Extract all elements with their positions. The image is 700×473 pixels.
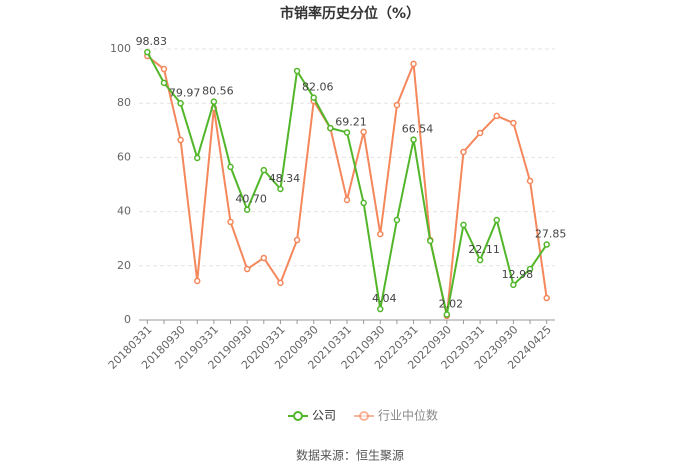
data-point xyxy=(410,60,417,68)
y-tick-label: 40 xyxy=(117,205,131,218)
data-label: 22.11 xyxy=(468,243,500,256)
data-label: 48.34 xyxy=(269,172,301,185)
data-point xyxy=(493,112,501,120)
data-point xyxy=(476,129,484,137)
y-tick-label: 60 xyxy=(117,150,131,163)
legend-label: 行业中位数 xyxy=(378,408,438,423)
data-point xyxy=(543,241,550,248)
data-point xyxy=(443,311,451,318)
data-point xyxy=(277,279,284,287)
data-point xyxy=(460,221,467,229)
data-label: 69.21 xyxy=(335,115,367,128)
data-point xyxy=(243,265,251,273)
data-point xyxy=(210,98,218,105)
y-tick-label: 80 xyxy=(117,96,131,109)
legend-label: 公司 xyxy=(312,409,336,423)
data-point xyxy=(526,177,534,185)
data-label: 4.04 xyxy=(372,292,397,305)
data-point xyxy=(360,128,367,136)
data-point xyxy=(144,48,151,56)
data-point xyxy=(343,129,351,136)
chart-title: 市销率历史分位（%） xyxy=(280,5,420,22)
data-point xyxy=(177,100,184,107)
data-label: 27.85 xyxy=(535,228,567,241)
data-point xyxy=(227,163,234,171)
data-label: 80.56 xyxy=(202,85,234,98)
data-point xyxy=(310,94,317,101)
data-point xyxy=(393,216,401,224)
data-point xyxy=(510,119,517,127)
data-point xyxy=(243,206,251,213)
data-point xyxy=(293,236,301,244)
data-point xyxy=(460,148,467,156)
y-tick-label: 20 xyxy=(117,259,131,272)
data-label: 79.97 xyxy=(169,86,201,99)
data-point xyxy=(476,256,484,264)
data-point xyxy=(227,218,234,226)
data-point xyxy=(526,265,534,273)
data-point xyxy=(510,281,517,289)
data-point xyxy=(343,196,351,204)
data-point xyxy=(377,230,384,238)
legend-marker xyxy=(293,411,303,421)
data-label: 66.54 xyxy=(402,123,434,136)
data-point xyxy=(410,136,417,143)
data-label: 12.98 xyxy=(502,268,534,281)
data-label: 40.70 xyxy=(235,193,267,206)
data-point xyxy=(260,166,268,174)
data-point xyxy=(277,185,284,193)
data-point xyxy=(193,154,201,162)
data-point xyxy=(493,216,501,224)
data-point xyxy=(177,136,184,144)
data-point xyxy=(193,277,201,285)
data-point xyxy=(327,124,334,132)
data-label: 2.02 xyxy=(439,298,464,311)
data-point xyxy=(293,67,301,75)
data-point xyxy=(360,199,367,207)
data-point xyxy=(543,294,550,302)
data-point xyxy=(393,101,401,109)
data-point xyxy=(377,305,384,313)
legend-marker xyxy=(359,411,370,421)
data-point xyxy=(426,237,434,245)
y-tick-label: 0 xyxy=(124,313,131,326)
data-point xyxy=(160,65,168,73)
data-point xyxy=(160,79,168,87)
data-point xyxy=(260,254,268,262)
data-label: 82.06 xyxy=(302,81,334,94)
data-label: 98.83 xyxy=(136,35,168,48)
source: 数据来源：恒生聚源 xyxy=(296,448,404,463)
y-tick-label: 100 xyxy=(110,42,131,55)
